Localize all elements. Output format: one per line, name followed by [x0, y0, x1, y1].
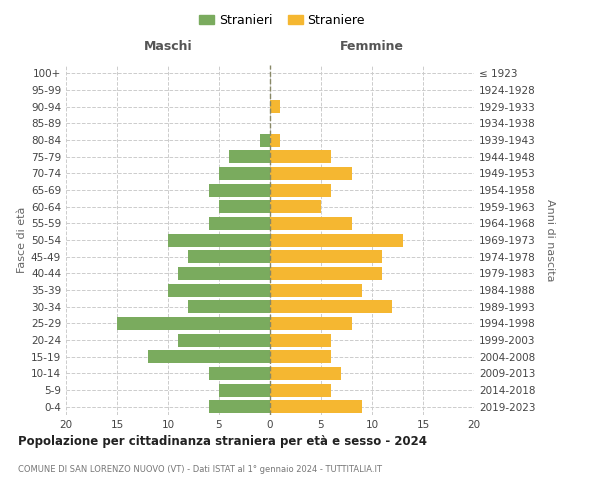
- Bar: [188, 250, 270, 263]
- Bar: [270, 334, 331, 346]
- Bar: [168, 284, 270, 296]
- Bar: [219, 384, 270, 396]
- Legend: Stranieri, Straniere: Stranieri, Straniere: [194, 8, 370, 32]
- Bar: [270, 200, 321, 213]
- Bar: [270, 250, 382, 263]
- Bar: [270, 167, 352, 180]
- Y-axis label: Fasce di età: Fasce di età: [17, 207, 27, 273]
- Bar: [209, 217, 270, 230]
- Bar: [178, 334, 270, 346]
- Bar: [209, 367, 270, 380]
- Bar: [270, 317, 352, 330]
- Bar: [219, 167, 270, 180]
- Bar: [260, 134, 270, 146]
- Bar: [209, 400, 270, 413]
- Text: Femmine: Femmine: [340, 40, 404, 54]
- Bar: [209, 184, 270, 196]
- Y-axis label: Anni di nascita: Anni di nascita: [545, 198, 555, 281]
- Bar: [178, 267, 270, 280]
- Bar: [188, 300, 270, 313]
- Bar: [270, 267, 382, 280]
- Bar: [270, 367, 341, 380]
- Bar: [168, 234, 270, 246]
- Bar: [270, 384, 331, 396]
- Bar: [270, 300, 392, 313]
- Text: Maschi: Maschi: [143, 40, 193, 54]
- Bar: [148, 350, 270, 363]
- Text: COMUNE DI SAN LORENZO NUOVO (VT) - Dati ISTAT al 1° gennaio 2024 - TUTTITALIA.IT: COMUNE DI SAN LORENZO NUOVO (VT) - Dati …: [18, 465, 382, 474]
- Bar: [270, 217, 352, 230]
- Bar: [270, 134, 280, 146]
- Text: Popolazione per cittadinanza straniera per età e sesso - 2024: Popolazione per cittadinanza straniera p…: [18, 435, 427, 448]
- Bar: [270, 284, 362, 296]
- Bar: [229, 150, 270, 163]
- Bar: [117, 317, 270, 330]
- Bar: [219, 200, 270, 213]
- Bar: [270, 100, 280, 113]
- Bar: [270, 350, 331, 363]
- Bar: [270, 150, 331, 163]
- Bar: [270, 234, 403, 246]
- Bar: [270, 184, 331, 196]
- Bar: [270, 400, 362, 413]
